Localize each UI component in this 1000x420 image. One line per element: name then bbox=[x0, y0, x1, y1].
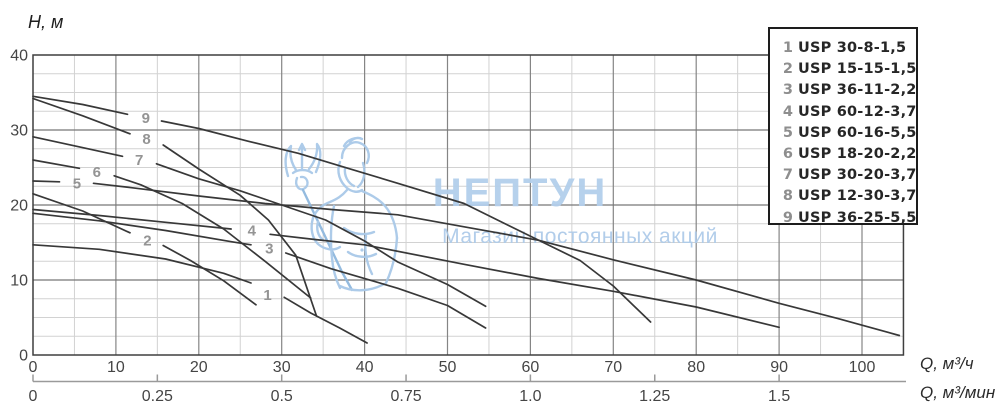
curve-4 bbox=[269, 233, 780, 329]
watermark-brand-text: НЕПТУН bbox=[433, 171, 608, 215]
curve-label-6: 6 bbox=[93, 164, 101, 181]
curve-label-5: 5 bbox=[73, 175, 81, 192]
x2-tick-0.5: 0.5 bbox=[271, 388, 293, 405]
curve-8 bbox=[162, 144, 318, 317]
x-tick-20: 20 bbox=[190, 359, 208, 376]
legend-item-number: 1 bbox=[782, 40, 793, 56]
legend-item-name: USP 60-16-5,5 bbox=[798, 124, 917, 141]
legend-item-8: 8 USP 12-30-3,7 bbox=[770, 186, 916, 207]
x-tick-60: 60 bbox=[522, 359, 540, 376]
legend-item-name: USP 30-20-3,7 bbox=[798, 167, 917, 184]
x-tick-30: 30 bbox=[273, 359, 291, 376]
x-axis-unit-hour: Q, м³/ч bbox=[920, 354, 974, 373]
grid-minor-lines bbox=[33, 55, 904, 355]
legend-item-5: 5 USP 60-16-5,5 bbox=[770, 123, 916, 144]
y-axis-title: H, м bbox=[28, 12, 64, 32]
curve-3 bbox=[284, 252, 487, 329]
x2-tick-0: 0 bbox=[29, 388, 38, 405]
legend-item-9: 9 USP 36-25-5,5 bbox=[770, 208, 916, 229]
x-axis-unit-minute: Q, м³/мин bbox=[920, 383, 996, 402]
legend-item-3: 3 USP 36-11-2,2 bbox=[770, 80, 916, 101]
legend-item-6: 6 USP 18-20-2,2 bbox=[770, 144, 916, 165]
legend-item-number: 5 bbox=[782, 124, 793, 141]
legend-item-1: 1 USP 30-8-1,5 bbox=[770, 38, 916, 59]
curve-label-1: 1 bbox=[263, 287, 271, 304]
watermark-tagline-text: Магазин постоянных акций bbox=[442, 225, 718, 248]
legend-item-number: 6 bbox=[782, 145, 793, 162]
legend-item-name: USP 30-8-1,5 bbox=[798, 40, 907, 56]
watermark: НЕПТУН Магазин постоянных акций bbox=[284, 136, 718, 292]
legend-item-number: 4 bbox=[782, 103, 793, 120]
legend-item-4: 4 USP 60-12-3,7 bbox=[770, 102, 916, 123]
legend-item-name: USP 36-11-2,2 bbox=[798, 82, 917, 99]
pump-curves bbox=[32, 95, 901, 344]
x2-tick-1.0: 1.0 bbox=[519, 388, 541, 405]
legend-item-number: 3 bbox=[782, 82, 793, 99]
curve-2 bbox=[32, 192, 131, 234]
x-tick-70: 70 bbox=[604, 359, 622, 376]
curve-label-8: 8 bbox=[142, 131, 150, 148]
x-tick-40: 40 bbox=[356, 359, 374, 376]
x2-tick-1.25: 1.25 bbox=[639, 388, 670, 405]
curve-7 bbox=[155, 162, 487, 308]
curve-label-3: 3 bbox=[265, 241, 273, 258]
curve-3 bbox=[32, 212, 252, 246]
curve-7 bbox=[32, 135, 124, 158]
legend-item-2: 2 USP 15-15-1,5 bbox=[770, 59, 916, 80]
x-tick-0: 0 bbox=[29, 359, 38, 376]
x2-tick-1.5: 1.5 bbox=[768, 388, 790, 405]
curve-1 bbox=[283, 296, 368, 344]
y-tick-20: 20 bbox=[10, 198, 28, 215]
curve-label-9: 9 bbox=[142, 110, 150, 127]
x-tick-80: 80 bbox=[687, 359, 705, 376]
curve-5 bbox=[92, 182, 901, 337]
legend-item-7: 7 USP 30-20-3,7 bbox=[770, 165, 916, 186]
legend-item-name: USP 18-20-2,2 bbox=[798, 145, 917, 162]
legend-item-name: USP 60-12-3,7 bbox=[798, 103, 917, 120]
x-tick-10: 10 bbox=[107, 359, 125, 376]
x2-tick-0.75: 0.75 bbox=[390, 388, 421, 405]
legend-item-name: USP 12-30-3,7 bbox=[798, 188, 917, 205]
curve-label-7: 7 bbox=[135, 152, 143, 169]
legend-item-name: USP 36-25-5,5 bbox=[798, 209, 917, 226]
secondary-x-axis bbox=[32, 374, 906, 383]
neptune-figure-icon bbox=[284, 136, 399, 292]
y-tick-40: 40 bbox=[10, 48, 28, 65]
curve-label-4: 4 bbox=[248, 223, 257, 240]
curve-6 bbox=[32, 159, 81, 170]
curve-2 bbox=[162, 244, 257, 306]
y-tick-10: 10 bbox=[10, 273, 28, 290]
curve-6 bbox=[113, 174, 312, 299]
legend-box: 1 USP 30-8-1,5 2 USP 15-15-1,5 3 USP 36-11-2,… bbox=[768, 27, 918, 226]
x2-tick-0.25: 0.25 bbox=[142, 388, 173, 405]
curve-9 bbox=[32, 95, 129, 116]
y-tick-0: 0 bbox=[19, 348, 28, 365]
curve-8 bbox=[32, 97, 131, 135]
curve-5 bbox=[32, 180, 61, 183]
x-tick-50: 50 bbox=[439, 359, 457, 376]
y-tick-30: 30 bbox=[10, 123, 28, 140]
legend-item-name: USP 15-15-1,5 bbox=[798, 61, 917, 78]
curve-1 bbox=[32, 243, 252, 284]
legend-item-number: 7 bbox=[782, 167, 793, 184]
legend-item-number: 8 bbox=[782, 188, 793, 205]
x-tick-100: 100 bbox=[849, 359, 876, 376]
x-tick-90: 90 bbox=[770, 359, 788, 376]
legend-item-number: 2 bbox=[782, 61, 793, 78]
axis-tick-labels: 0 10 20 30 40 50 60 70 80 90 100 0 10 20 30 40 0 0.25 0.5 0… bbox=[10, 48, 875, 406]
curve-4 bbox=[32, 208, 232, 230]
curve-label-2: 2 bbox=[143, 232, 151, 249]
legend-item-number: 9 bbox=[782, 209, 793, 226]
curve-9 bbox=[160, 120, 652, 323]
